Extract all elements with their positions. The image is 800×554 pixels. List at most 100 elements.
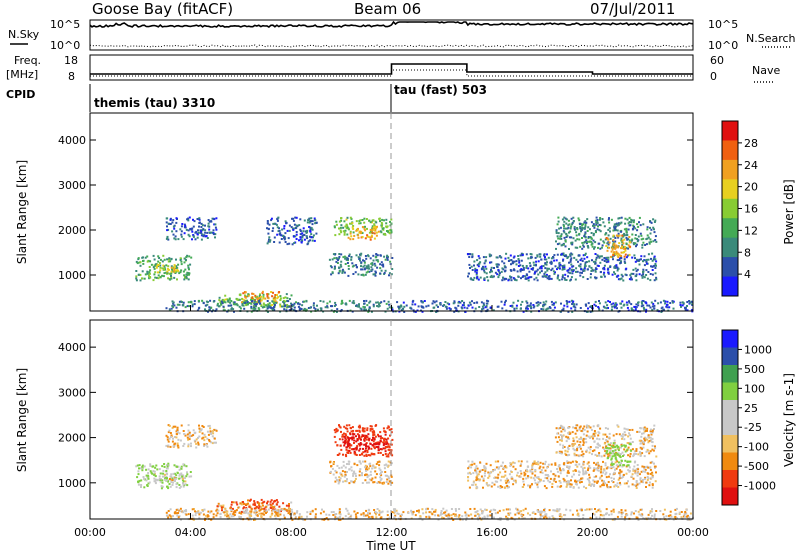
heatmap-cell bbox=[299, 218, 302, 221]
heatmap-cell bbox=[379, 437, 382, 440]
heatmap-cell bbox=[591, 268, 594, 271]
heatmap-cell bbox=[208, 424, 211, 427]
heatmap-cell bbox=[249, 499, 251, 502]
heatmap-cell bbox=[585, 450, 588, 453]
heatmap-cell bbox=[253, 305, 255, 307]
heatmap-cell bbox=[390, 218, 393, 221]
heatmap-cell bbox=[567, 471, 570, 474]
heatmap-cell bbox=[680, 516, 683, 519]
heatmap-cell bbox=[585, 261, 588, 263]
heatmap-cell bbox=[464, 511, 467, 514]
heatmap-cell bbox=[233, 514, 236, 516]
heatmap-cell bbox=[566, 483, 569, 486]
heatmap-cell bbox=[612, 254, 615, 257]
heatmap-cell bbox=[613, 223, 616, 226]
heatmap-cell bbox=[358, 258, 361, 260]
heatmap-cell bbox=[359, 254, 362, 257]
heatmap-cell bbox=[478, 306, 481, 308]
heatmap-cell bbox=[287, 300, 290, 303]
heatmap-cell bbox=[184, 226, 187, 229]
heatmap-cell bbox=[568, 467, 571, 470]
heatmap-cell bbox=[169, 278, 172, 281]
heatmap-cell bbox=[269, 304, 272, 307]
heatmap-cell bbox=[365, 453, 368, 456]
heatmap-cell bbox=[605, 447, 608, 450]
heatmap-cell bbox=[336, 464, 339, 467]
heatmap-cell bbox=[575, 231, 578, 234]
heatmap-cell bbox=[145, 468, 148, 471]
heatmap-cell bbox=[210, 510, 213, 513]
heatmap-cell bbox=[341, 470, 344, 473]
heatmap-cell bbox=[628, 221, 631, 223]
heatmap-cell bbox=[198, 516, 201, 519]
heatmap-cell bbox=[332, 473, 335, 476]
heatmap-cell bbox=[159, 258, 162, 261]
heatmap-cell bbox=[491, 481, 494, 484]
heatmap-cell bbox=[417, 305, 420, 308]
heatmap-cell bbox=[182, 303, 185, 306]
heatmap-cell bbox=[338, 467, 341, 470]
heatmap-cell bbox=[340, 473, 343, 476]
heatmap-cell bbox=[173, 266, 176, 269]
heatmap-cell bbox=[167, 487, 170, 490]
heatmap-cell bbox=[385, 481, 388, 483]
heatmap-cell bbox=[235, 303, 238, 306]
heatmap-cell bbox=[153, 473, 156, 476]
heatmap-cell bbox=[234, 303, 237, 306]
heatmap-cell bbox=[270, 513, 273, 516]
heatmap-cell bbox=[593, 468, 596, 471]
heatmap-cell bbox=[370, 425, 373, 428]
heatmap-cell bbox=[167, 444, 170, 447]
heatmap-cell bbox=[624, 253, 627, 256]
colorbar-swatch bbox=[722, 218, 738, 239]
heatmap-cell bbox=[592, 433, 595, 435]
heatmap-cell bbox=[342, 441, 345, 444]
heatmap-cell bbox=[364, 450, 367, 453]
heatmap-cell bbox=[616, 446, 619, 449]
heatmap-cell bbox=[531, 483, 533, 486]
heatmap-cell bbox=[180, 263, 183, 266]
heatmap-cell bbox=[650, 257, 652, 260]
heatmap-cell bbox=[632, 227, 634, 230]
heatmap-cell bbox=[526, 475, 529, 477]
heatmap-cell bbox=[153, 258, 156, 261]
heatmap-cell bbox=[579, 259, 582, 262]
heatmap-cell bbox=[564, 449, 567, 452]
heatmap-cell bbox=[359, 219, 362, 222]
heatmap-cell bbox=[340, 430, 342, 433]
heatmap-cell bbox=[644, 470, 647, 473]
heatmap-cell bbox=[267, 297, 270, 300]
heatmap-cell bbox=[343, 233, 346, 236]
heatmap-cell bbox=[571, 460, 574, 463]
heatmap-cell bbox=[633, 484, 636, 487]
heatmap-cell bbox=[567, 470, 570, 473]
heatmap-cell bbox=[175, 217, 178, 220]
heatmap-cell bbox=[283, 305, 285, 308]
heatmap-cell bbox=[588, 473, 591, 476]
heatmap-cell bbox=[628, 429, 631, 431]
heatmap-cell bbox=[594, 241, 597, 244]
heatmap-cell bbox=[203, 433, 206, 436]
heatmap-cell bbox=[558, 515, 561, 518]
heatmap-cell bbox=[617, 485, 620, 488]
heatmap-cell bbox=[376, 461, 379, 464]
heatmap-cell bbox=[137, 473, 140, 476]
heatmap-cell bbox=[533, 460, 536, 463]
heatmap-cell bbox=[613, 271, 615, 274]
heatmap-cell bbox=[371, 221, 373, 224]
heatmap-cell bbox=[662, 513, 665, 516]
heatmap-cell bbox=[555, 232, 558, 234]
heatmap-cell bbox=[253, 507, 256, 510]
heatmap-cell bbox=[372, 481, 375, 484]
heatmap-cell bbox=[617, 478, 620, 481]
heatmap-cell bbox=[511, 260, 514, 263]
heatmap-cell bbox=[179, 259, 182, 261]
heatmap-cell bbox=[359, 468, 362, 471]
heatmap-cell bbox=[624, 450, 627, 453]
heatmap-cell bbox=[566, 471, 569, 474]
heatmap-cell bbox=[496, 305, 499, 308]
heatmap-cell bbox=[614, 454, 617, 457]
heatmap-cell bbox=[391, 257, 394, 259]
heatmap-cell bbox=[527, 257, 530, 260]
heatmap-cell bbox=[632, 468, 635, 471]
